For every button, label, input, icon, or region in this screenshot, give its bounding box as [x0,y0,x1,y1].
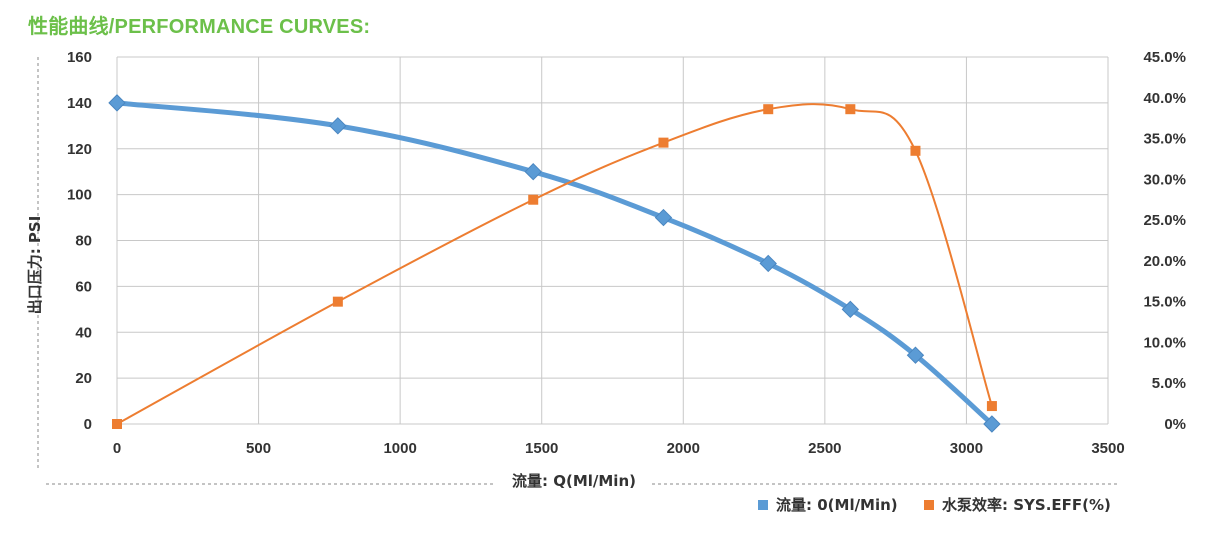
efficiency-point-marker [658,137,669,148]
pressure-point-marker [906,346,925,364]
y-left-tick-labels: 0 20 40 60 80 100 120 140 160 [67,49,92,433]
series-markers [108,94,1001,433]
y-right-tick-label: 30.0% [1143,171,1186,188]
y-right-tick-label: 0% [1164,416,1186,433]
grid-lines [116,56,1109,425]
y-right-tick-label: 10.0% [1143,334,1186,351]
y-left-tick-label: 60 [75,278,92,295]
y-left-tick-label: 160 [67,49,92,66]
x-axis-title: 流量: Q(Ml/Min) [512,472,636,490]
pressure-point-marker [524,162,542,181]
x-tick-label: 3500 [1091,440,1124,457]
legend: 流量: 0(Ml/Min) 水泵效率: SYS.EFF(%) [758,496,1111,514]
x-tick-label: 2000 [667,440,700,457]
efficiency-curve-line [116,103,993,425]
legend-swatch-efficiency [924,500,934,510]
x-tick-label: 1000 [383,440,416,457]
efficiency-point-marker [986,401,997,412]
x-tick-label: 1500 [525,440,558,457]
x-tick-label: 2500 [808,440,841,457]
pressure-point-marker [108,94,126,112]
pressure-point-marker [759,254,777,273]
pressure-curve-line [114,100,995,427]
x-tick-label: 0 [113,440,121,457]
y-left-tick-label: 120 [67,141,92,158]
pressure-point-marker [654,208,673,227]
efficiency-point-marker [332,296,343,307]
efficiency-point-marker [845,104,856,115]
y-right-tick-label: 20.0% [1143,253,1186,270]
x-tick-labels: 0 500 1000 1500 2000 2500 3000 3500 [113,440,1125,457]
y-left-tick-label: 140 [67,95,92,112]
efficiency-point-marker [112,419,122,429]
efficiency-point-marker [528,194,539,205]
pressure-point-marker [983,415,1001,433]
chart-title: 性能曲线/PERFORMANCE CURVES: [28,16,371,38]
efficiency-point-marker [763,104,774,115]
y-left-tick-label: 100 [67,187,92,204]
y-left-tick-label: 40 [75,324,92,341]
x-tick-label: 500 [246,440,271,457]
y-left-tick-label: 0 [84,416,92,433]
y-right-tick-label: 5.0% [1152,375,1186,392]
legend-label-efficiency: 水泵效率: SYS.EFF(%) [942,496,1111,514]
y-right-tick-label: 25.0% [1143,212,1186,229]
y-left-tick-label: 20 [75,370,92,387]
series-lines [114,100,995,427]
y-left-tick-label: 80 [75,233,92,250]
y-right-tick-label: 40.0% [1143,90,1186,107]
y-right-tick-labels: 0% 5.0% 10.0% 15.0% 20.0% 25.0% 30.0% 35.0% 40.0… [1143,49,1186,433]
y-axis-title: 出口压力: PSI [26,216,44,315]
pressure-point-marker [841,300,860,319]
y-right-tick-label: 15.0% [1143,294,1186,311]
y-right-tick-label: 35.0% [1143,131,1186,148]
chart-frame [37,57,1120,485]
legend-label-flow: 流量: 0(Ml/Min) [776,496,898,514]
pressure-point-marker [329,117,347,135]
x-tick-label: 3000 [950,440,983,457]
legend-swatch-flow [758,500,768,510]
y-right-tick-label: 45.0% [1143,49,1186,66]
efficiency-point-marker [910,145,921,156]
